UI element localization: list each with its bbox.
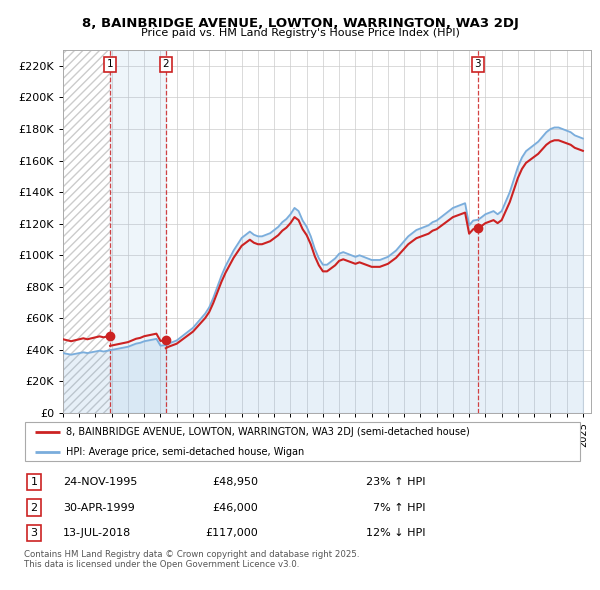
Text: HPI: Average price, semi-detached house, Wigan: HPI: Average price, semi-detached house,…	[66, 447, 304, 457]
Text: 7% ↑ HPI: 7% ↑ HPI	[373, 503, 426, 513]
Text: 2: 2	[163, 59, 169, 69]
Text: 12% ↓ HPI: 12% ↓ HPI	[366, 528, 426, 538]
Text: Price paid vs. HM Land Registry's House Price Index (HPI): Price paid vs. HM Land Registry's House …	[140, 28, 460, 38]
Text: 3: 3	[475, 59, 481, 69]
FancyBboxPatch shape	[25, 422, 580, 461]
Text: 24-NOV-1995: 24-NOV-1995	[63, 477, 137, 487]
Text: 13-JUL-2018: 13-JUL-2018	[63, 528, 131, 538]
Text: 8, BAINBRIDGE AVENUE, LOWTON, WARRINGTON, WA3 2DJ: 8, BAINBRIDGE AVENUE, LOWTON, WARRINGTON…	[82, 17, 518, 30]
Text: 8, BAINBRIDGE AVENUE, LOWTON, WARRINGTON, WA3 2DJ (semi-detached house): 8, BAINBRIDGE AVENUE, LOWTON, WARRINGTON…	[66, 427, 470, 437]
Text: £117,000: £117,000	[206, 528, 259, 538]
Text: 23% ↑ HPI: 23% ↑ HPI	[366, 477, 426, 487]
Text: £46,000: £46,000	[212, 503, 259, 513]
Text: 30-APR-1999: 30-APR-1999	[63, 503, 135, 513]
Polygon shape	[63, 50, 110, 413]
Text: 3: 3	[31, 528, 38, 538]
Text: 2: 2	[31, 503, 38, 513]
Text: 1: 1	[31, 477, 38, 487]
Text: £48,950: £48,950	[212, 477, 259, 487]
Text: Contains HM Land Registry data © Crown copyright and database right 2025.
This d: Contains HM Land Registry data © Crown c…	[24, 550, 359, 569]
Text: 1: 1	[107, 59, 113, 69]
